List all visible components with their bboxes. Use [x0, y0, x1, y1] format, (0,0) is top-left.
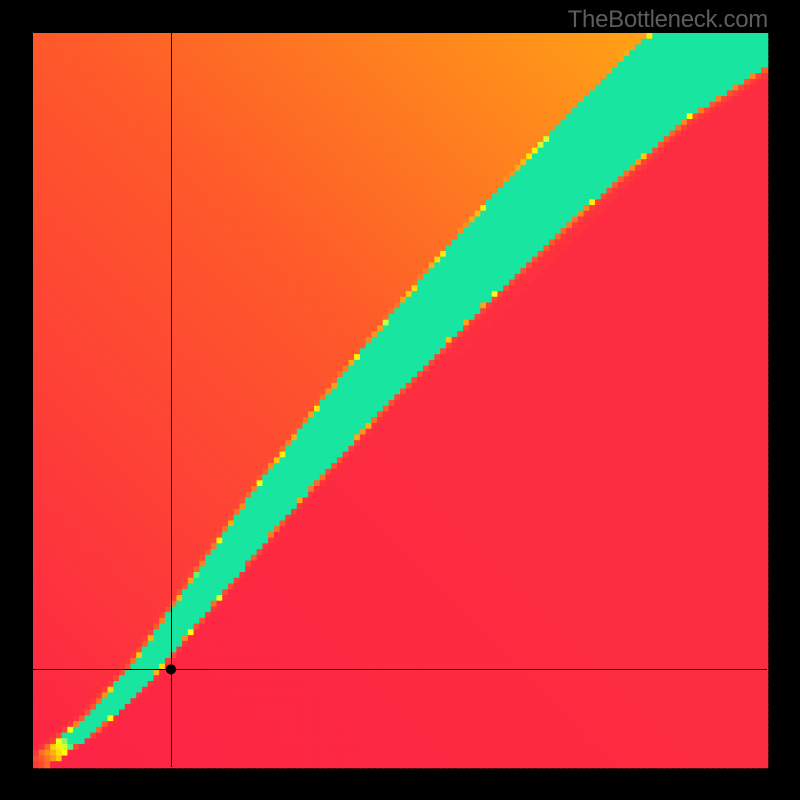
bottleneck-heatmap: [0, 0, 800, 800]
watermark-text: TheBottleneck.com: [568, 6, 768, 34]
